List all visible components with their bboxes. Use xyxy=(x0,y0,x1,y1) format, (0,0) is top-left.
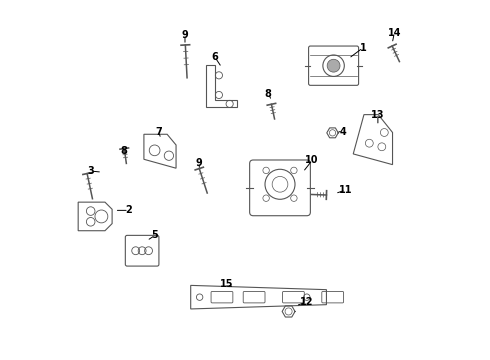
Text: 7: 7 xyxy=(155,127,162,137)
Text: 11: 11 xyxy=(339,185,352,195)
Text: 4: 4 xyxy=(340,127,346,137)
Text: 9: 9 xyxy=(182,30,188,40)
Text: 3: 3 xyxy=(87,166,94,176)
Text: 10: 10 xyxy=(305,156,319,165)
Text: 1: 1 xyxy=(360,43,366,53)
Text: 6: 6 xyxy=(211,52,218,62)
Text: 15: 15 xyxy=(220,279,233,289)
Text: 2: 2 xyxy=(125,205,132,215)
Circle shape xyxy=(327,59,340,72)
Text: 13: 13 xyxy=(371,110,385,120)
Text: 14: 14 xyxy=(388,28,401,38)
Text: 8: 8 xyxy=(120,146,127,156)
Text: 12: 12 xyxy=(300,297,313,307)
Text: 5: 5 xyxy=(151,230,158,240)
Text: 8: 8 xyxy=(265,89,271,99)
Text: 9: 9 xyxy=(196,158,203,168)
